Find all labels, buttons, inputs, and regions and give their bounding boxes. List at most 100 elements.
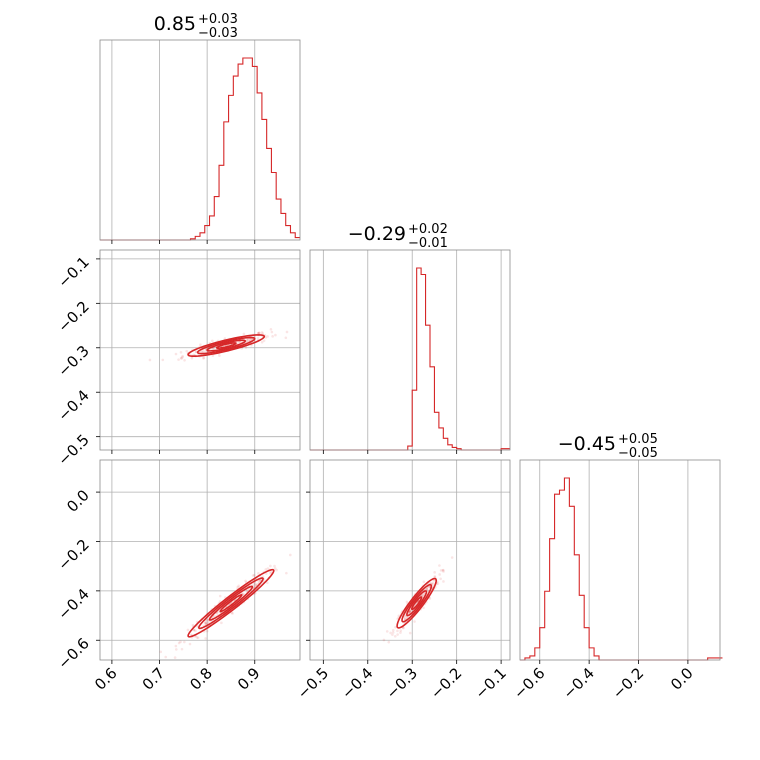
hist-panel-1: 0.85 +0.03−0.03 xyxy=(99,12,301,244)
sample-point xyxy=(181,354,184,358)
sample-point xyxy=(275,568,278,572)
sample-point xyxy=(269,571,272,575)
sample-point xyxy=(422,606,425,610)
sample-point xyxy=(256,336,260,340)
sample-point xyxy=(266,567,270,570)
sample-point xyxy=(428,597,432,600)
sample-point xyxy=(421,593,424,596)
sample-point xyxy=(254,584,257,587)
sample-point xyxy=(257,331,260,335)
sample-point xyxy=(273,564,276,568)
param-title-plus: +0.02 xyxy=(408,222,448,237)
sample-point xyxy=(223,337,227,340)
y-tick-label: −0.4 xyxy=(54,386,92,424)
sample-point xyxy=(188,642,192,646)
sample-point xyxy=(191,623,195,627)
sample-point xyxy=(218,594,222,598)
sample-point xyxy=(285,571,288,575)
sample-point xyxy=(405,600,409,604)
x-tick-label: −0.2 xyxy=(427,664,465,702)
sample-point xyxy=(403,617,407,621)
sample-point xyxy=(217,610,221,613)
sample-point xyxy=(401,626,405,630)
sample-point xyxy=(396,633,399,636)
sample-point xyxy=(189,633,193,637)
sample-point xyxy=(270,330,274,334)
sample-point xyxy=(185,349,189,353)
x-tick-label: −0.3 xyxy=(383,664,421,702)
contour-level xyxy=(206,339,247,352)
x-tick-label: 0.7 xyxy=(139,664,169,694)
sample-point xyxy=(274,333,277,337)
sample-point xyxy=(402,626,405,630)
sample-point xyxy=(164,655,168,659)
sample-point xyxy=(257,572,260,575)
histogram-series xyxy=(100,57,300,241)
sample-point xyxy=(442,570,445,573)
x-tick-label: 0.9 xyxy=(234,664,264,694)
hist-panel-2: −0.29 +0.02−0.01 xyxy=(309,222,511,454)
contour-level xyxy=(410,596,423,611)
y-tick-label: −0.5 xyxy=(54,431,92,469)
sample-point xyxy=(199,343,202,346)
sample-point xyxy=(441,568,445,572)
panel-frame xyxy=(99,459,301,661)
sample-point xyxy=(403,614,407,618)
sample-point xyxy=(174,648,178,651)
x-tick-label: 0.6 xyxy=(91,664,121,694)
sample-point xyxy=(266,581,269,585)
sample-point xyxy=(205,629,209,633)
sample-point xyxy=(231,612,234,615)
y-tick-label: 0.0 xyxy=(63,486,93,516)
x-tick-label: −0.4 xyxy=(338,664,376,702)
sample-point xyxy=(203,620,207,624)
sample-point xyxy=(200,350,203,354)
sample-point xyxy=(181,355,184,359)
pair-panel-1-3: −0.6 −0.4 −0.2 0.0 xyxy=(54,459,301,673)
sample-point xyxy=(159,650,163,654)
contour-level xyxy=(208,585,254,621)
y-tick-label: −0.2 xyxy=(54,536,92,574)
sample-point xyxy=(246,338,250,341)
sample-point xyxy=(204,637,207,640)
sample-point xyxy=(245,340,249,343)
y-tick-label: −0.1 xyxy=(54,253,92,291)
sample-point xyxy=(202,356,206,360)
sample-point xyxy=(245,338,249,342)
y-tick-label: −0.2 xyxy=(54,297,92,335)
sample-point xyxy=(439,577,442,581)
sample-point xyxy=(253,573,256,577)
sample-point xyxy=(183,640,186,644)
sample-point xyxy=(206,620,210,623)
contour-level xyxy=(187,568,275,638)
sample-point xyxy=(409,609,412,612)
sample-point xyxy=(196,636,200,640)
sample-point xyxy=(161,358,165,362)
sample-point xyxy=(246,589,249,592)
sample-point xyxy=(177,641,181,645)
sample-point xyxy=(230,611,234,615)
sample-point xyxy=(262,339,266,342)
x-tick-label: −0.4 xyxy=(559,664,597,702)
contour-level xyxy=(196,336,256,355)
sample-point xyxy=(179,356,183,360)
sample-point xyxy=(408,610,411,614)
sample-point xyxy=(204,622,208,625)
panel-frame xyxy=(309,459,511,661)
sample-point xyxy=(204,621,208,625)
sample-point xyxy=(201,350,205,354)
sample-point xyxy=(236,585,240,589)
sample-point xyxy=(284,336,288,340)
sample-point xyxy=(285,330,289,334)
contour-level xyxy=(396,577,438,629)
sample-point xyxy=(266,335,269,338)
sample-point xyxy=(257,331,261,335)
sample-point xyxy=(271,335,274,338)
sample-point xyxy=(438,564,441,567)
sample-point xyxy=(244,346,248,349)
sample-point xyxy=(399,629,403,632)
contour-level xyxy=(215,342,237,350)
sample-point xyxy=(251,574,255,577)
sample-point xyxy=(408,610,411,614)
param-title-plus: +0.03 xyxy=(198,12,238,27)
